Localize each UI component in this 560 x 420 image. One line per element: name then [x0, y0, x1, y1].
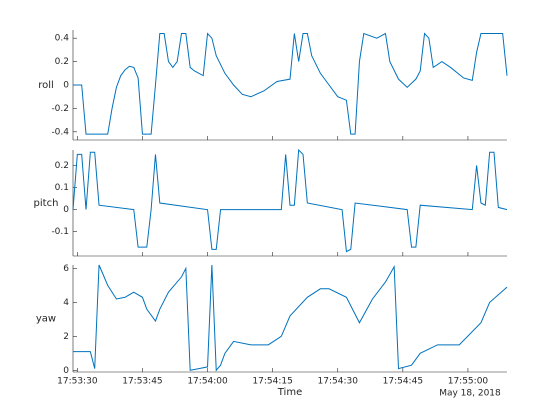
x-tick-label: 17:54:15 — [252, 377, 292, 387]
y-tick-label: 0 — [63, 205, 69, 215]
y-tick-label: 4 — [63, 298, 69, 308]
y-tick-label: 0.4 — [55, 34, 70, 44]
y-axis-label: yaw — [36, 314, 56, 325]
date-label: May 18, 2018 — [439, 389, 501, 399]
y-axis-label: pitch — [34, 198, 59, 209]
y-tick-label: 0.2 — [55, 161, 69, 171]
y-tick-label: 0 — [63, 366, 69, 376]
y-tick-label: 0.1 — [55, 183, 69, 193]
y-tick-label: 6 — [63, 264, 69, 274]
x-tick-label: 17:54:00 — [187, 377, 228, 387]
y-tick-label: 0.2 — [55, 57, 69, 67]
y-tick-label: -0.2 — [51, 104, 69, 114]
x-tick-label: 17:55:00 — [448, 377, 489, 387]
series-line — [73, 264, 508, 372]
x-tick-label: 17:54:45 — [383, 377, 423, 387]
x-tick-label: 17:53:30 — [57, 377, 98, 387]
y-tick-label: -0.1 — [51, 227, 69, 237]
y-axis-label: roll — [38, 80, 54, 91]
series-line — [72, 148, 508, 253]
y-tick-label: -0.4 — [51, 127, 69, 137]
x-tick-label: 17:53:45 — [122, 377, 162, 387]
x-tick-label: 17:54:30 — [318, 377, 359, 387]
y-tick-label: 2 — [63, 332, 69, 342]
y-tick-label: 0 — [63, 81, 69, 91]
series-line — [73, 32, 508, 135]
x-axis-label: Time — [277, 387, 302, 398]
